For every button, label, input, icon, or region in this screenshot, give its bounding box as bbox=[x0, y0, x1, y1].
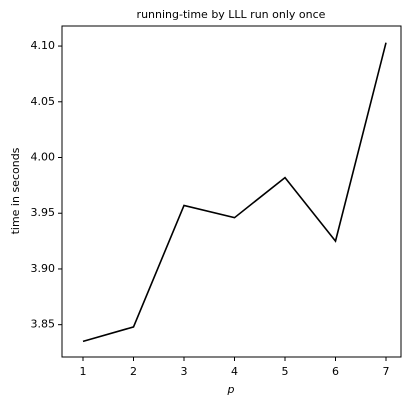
x-tick-label: 2 bbox=[130, 365, 137, 378]
x-axis-label: p bbox=[227, 383, 235, 396]
y-tick-label: 3.95 bbox=[31, 206, 56, 219]
y-tick-label: 4.00 bbox=[31, 151, 56, 164]
plot-frame bbox=[61, 25, 402, 358]
x-tick-label: 6 bbox=[332, 365, 339, 378]
x-tick-label: 5 bbox=[282, 365, 289, 378]
y-axis-label: time in seconds bbox=[9, 147, 22, 234]
y-tick-label: 4.10 bbox=[31, 39, 56, 52]
chart-title: running-time by LLL run only once bbox=[137, 8, 326, 21]
data-line bbox=[82, 42, 387, 343]
y-tick-label: 3.85 bbox=[31, 318, 56, 331]
x-tick-label: 3 bbox=[181, 365, 188, 378]
x-tick-label: 1 bbox=[80, 365, 87, 378]
y-tick-label: 4.05 bbox=[31, 95, 56, 108]
y-tick-label: 3.90 bbox=[31, 262, 56, 275]
x-tick-label: 7 bbox=[383, 365, 390, 378]
x-tick-label: 4 bbox=[231, 365, 238, 378]
